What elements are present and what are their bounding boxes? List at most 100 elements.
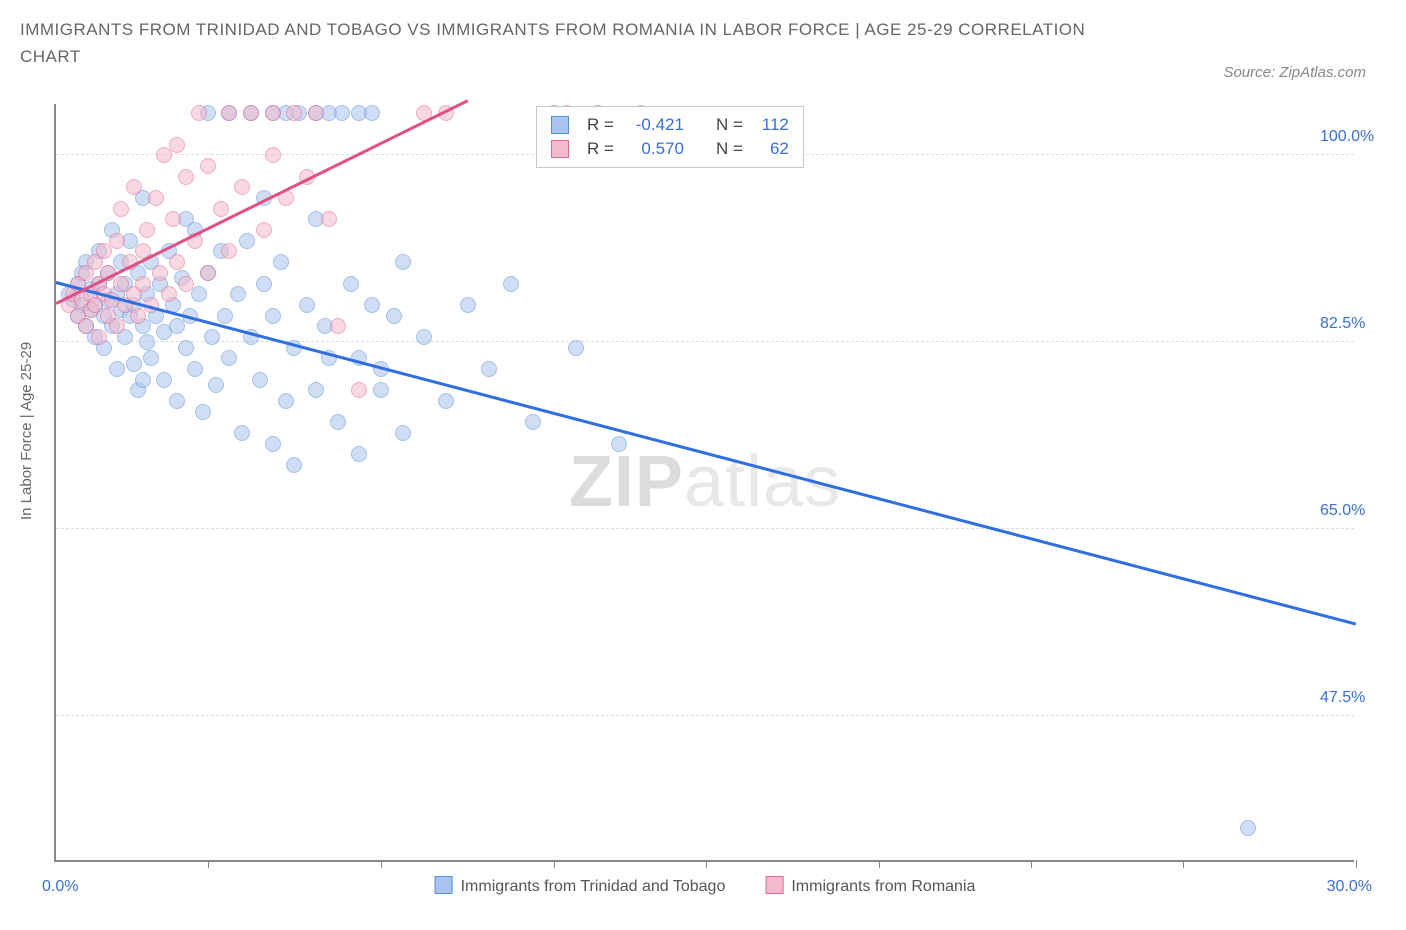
data-point <box>221 243 237 259</box>
data-point <box>265 105 281 121</box>
data-point <box>373 382 389 398</box>
legend-row: R = -0.421 N = 112 <box>551 113 789 137</box>
y-tick-label: 82.5% <box>1320 315 1400 333</box>
n-value: 62 <box>753 139 789 159</box>
data-point <box>156 147 172 163</box>
r-label: R = <box>587 115 614 135</box>
data-point <box>139 222 155 238</box>
data-point <box>265 436 281 452</box>
data-point <box>395 425 411 441</box>
data-point <box>525 414 541 430</box>
correlation-legend: R = -0.421 N = 112 R = 0.570 N = 62 <box>536 106 804 168</box>
data-point <box>217 308 233 324</box>
x-tick <box>1183 860 1184 868</box>
r-value: 0.570 <box>624 139 684 159</box>
data-point <box>213 201 229 217</box>
data-point <box>265 308 281 324</box>
data-point <box>234 179 250 195</box>
chart-title: IMMIGRANTS FROM TRINIDAD AND TOBAGO VS I… <box>20 16 1120 70</box>
data-point <box>109 233 125 249</box>
data-point <box>165 211 181 227</box>
r-value: -0.421 <box>624 115 684 135</box>
data-point <box>243 105 259 121</box>
data-point <box>351 382 367 398</box>
data-point <box>351 446 367 462</box>
data-point <box>611 436 627 452</box>
data-point <box>239 233 255 249</box>
series-legend: Immigrants from Trinidad and TobagoImmig… <box>435 876 976 896</box>
data-point <box>330 414 346 430</box>
data-point <box>91 329 107 345</box>
data-point <box>299 297 315 313</box>
data-point <box>265 147 281 163</box>
legend-item: Immigrants from Trinidad and Tobago <box>435 876 726 896</box>
data-point <box>109 318 125 334</box>
legend-swatch <box>435 876 453 894</box>
data-point <box>308 382 324 398</box>
data-point <box>364 105 380 121</box>
data-point <box>286 457 302 473</box>
data-point <box>96 243 112 259</box>
data-point <box>169 318 185 334</box>
data-point <box>460 297 476 313</box>
data-point <box>200 158 216 174</box>
data-point <box>364 297 380 313</box>
x-tick <box>879 860 880 868</box>
data-point <box>252 372 268 388</box>
data-point <box>130 308 146 324</box>
data-point <box>330 318 346 334</box>
y-tick-label: 100.0% <box>1320 128 1400 146</box>
n-label: N = <box>716 139 743 159</box>
data-point <box>256 276 272 292</box>
data-point <box>178 340 194 356</box>
data-point <box>156 372 172 388</box>
legend-swatch <box>765 876 783 894</box>
data-point <box>169 137 185 153</box>
source-label: Source: ZipAtlas.com <box>1223 64 1366 81</box>
data-point <box>221 350 237 366</box>
data-point <box>568 340 584 356</box>
data-point <box>195 404 211 420</box>
data-point <box>187 361 203 377</box>
data-point <box>230 286 246 302</box>
y-axis-label: In Labor Force | Age 25-29 <box>18 342 35 520</box>
y-tick-label: 65.0% <box>1320 502 1400 520</box>
data-point <box>1240 820 1256 836</box>
data-point <box>503 276 519 292</box>
x-tick <box>554 860 555 868</box>
y-tick-label: 47.5% <box>1320 689 1400 707</box>
n-label: N = <box>716 115 743 135</box>
data-point <box>386 308 402 324</box>
data-point <box>148 190 164 206</box>
data-point <box>438 393 454 409</box>
legend-swatch <box>551 140 569 158</box>
data-point <box>152 265 168 281</box>
data-point <box>481 361 497 377</box>
data-point <box>321 211 337 227</box>
data-point <box>126 179 142 195</box>
data-point <box>135 276 151 292</box>
data-point <box>273 254 289 270</box>
data-point <box>191 286 207 302</box>
data-point <box>178 169 194 185</box>
data-point <box>208 377 224 393</box>
data-point <box>113 201 129 217</box>
data-point <box>139 334 155 350</box>
trend-line <box>56 281 1357 625</box>
x-min-label: 0.0% <box>42 878 78 896</box>
data-point <box>161 286 177 302</box>
x-tick <box>706 860 707 868</box>
data-point <box>178 276 194 292</box>
data-point <box>169 393 185 409</box>
x-tick <box>1031 860 1032 868</box>
data-point <box>204 329 220 345</box>
r-label: R = <box>587 139 614 159</box>
data-point <box>286 105 302 121</box>
data-point <box>109 361 125 377</box>
x-max-label: 30.0% <box>1327 878 1372 896</box>
data-point <box>169 254 185 270</box>
data-point <box>126 356 142 372</box>
n-value: 112 <box>753 115 789 135</box>
grid-line <box>56 715 1354 716</box>
data-point <box>221 105 237 121</box>
